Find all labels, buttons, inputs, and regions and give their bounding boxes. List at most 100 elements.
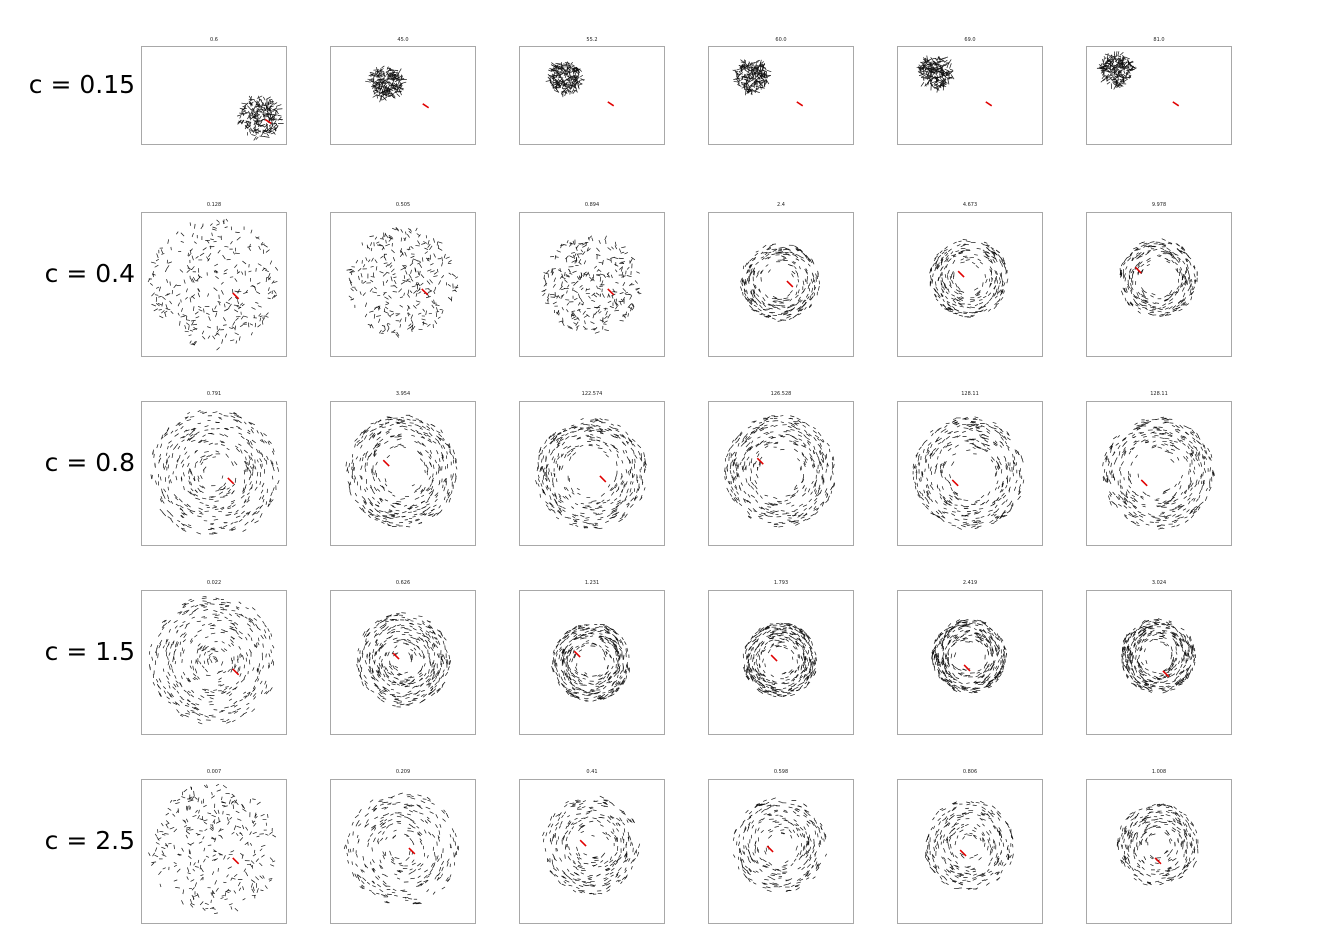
- agent-mark: [242, 110, 246, 113]
- agent-mark: [390, 276, 393, 282]
- agent-mark: [1103, 56, 1107, 60]
- agent-mark: [558, 295, 561, 299]
- agent-mark: [545, 501, 549, 505]
- agent-mark: [259, 124, 265, 128]
- agent-mark: [253, 129, 256, 134]
- agent-mark: [1159, 314, 1163, 316]
- agent-mark: [240, 435, 245, 440]
- agent-mark: [611, 295, 614, 299]
- agent-mark: [958, 296, 963, 300]
- agent-mark: [418, 484, 422, 490]
- agent-mark: [797, 515, 801, 518]
- agent-mark: [423, 509, 427, 513]
- agent-mark: [751, 88, 756, 93]
- agent-mark: [267, 127, 271, 131]
- agents-plot: [916, 55, 993, 107]
- agent-mark: [754, 300, 758, 306]
- agent-mark: [732, 462, 734, 466]
- agent-mark: [389, 264, 393, 268]
- agent-mark: [741, 458, 744, 462]
- agent-mark: [373, 452, 376, 457]
- agent-mark: [392, 291, 398, 293]
- agent-mark: [753, 510, 758, 513]
- agent-mark: [958, 314, 963, 317]
- agent-mark: [1120, 59, 1124, 64]
- agent-mark: [570, 62, 573, 65]
- agent-mark: [751, 293, 754, 298]
- agent-mark: [266, 115, 270, 118]
- agent-mark: [606, 514, 611, 517]
- agent-mark: [382, 272, 387, 277]
- agent-mark: [398, 288, 403, 293]
- agent-mark: [1137, 263, 1140, 267]
- agent-mark: [390, 88, 394, 90]
- agent-mark: [377, 442, 381, 446]
- agent-mark: [643, 463, 647, 469]
- agent-mark: [556, 250, 561, 253]
- agent-mark: [372, 428, 377, 431]
- agent-mark: [988, 249, 993, 253]
- agent-mark: [607, 428, 611, 430]
- agent-mark: [564, 90, 567, 97]
- agent-mark: [234, 309, 239, 313]
- panel-title: 0.791: [206, 391, 222, 397]
- agents-plot: [1119, 238, 1198, 317]
- agent-mark: [793, 426, 797, 429]
- agent-mark: [749, 263, 753, 268]
- agent-mark: [186, 265, 190, 269]
- agent-mark: [631, 303, 635, 308]
- agent-mark: [812, 464, 815, 468]
- agent-mark: [572, 69, 577, 71]
- agent-mark: [563, 429, 568, 433]
- agent-mark: [151, 261, 156, 264]
- agent-mark: [180, 232, 185, 237]
- agent-mark: [937, 86, 940, 91]
- agent-mark: [232, 413, 237, 415]
- agent-mark: [1166, 247, 1171, 251]
- agent-mark: [195, 497, 201, 500]
- agent-mark: [785, 433, 790, 436]
- agent-mark: [944, 274, 947, 279]
- agent-mark: [582, 521, 588, 524]
- agent-mark: [403, 275, 406, 279]
- agent-mark: [614, 263, 619, 267]
- agent-mark: [219, 440, 224, 443]
- agent-mark: [591, 277, 595, 282]
- agent-mark: [764, 445, 769, 449]
- agent-mark: [358, 275, 360, 281]
- agent-mark: [260, 109, 265, 112]
- agent-mark: [417, 260, 421, 262]
- agent-mark: [1130, 286, 1134, 290]
- agent-mark: [599, 293, 602, 297]
- agent-mark: [270, 491, 273, 497]
- agent-mark: [764, 502, 770, 505]
- agents-plot: [346, 227, 459, 338]
- agent-mark: [1152, 302, 1156, 305]
- agent-mark: [816, 492, 821, 497]
- agent-mark: [218, 416, 222, 419]
- agent-mark: [272, 466, 275, 472]
- agent-mark: [385, 89, 389, 93]
- agent-mark: [255, 128, 260, 131]
- agent-mark: [395, 71, 399, 77]
- agent-mark: [400, 81, 407, 85]
- agent-mark: [768, 303, 773, 306]
- agent-mark: [263, 433, 267, 437]
- agent-mark: [351, 473, 353, 478]
- agent-mark: [255, 480, 258, 484]
- agent-mark: [1106, 59, 1110, 65]
- agents-plot: [541, 235, 642, 334]
- agent-mark: [573, 313, 577, 318]
- agent-mark: [953, 312, 958, 315]
- agent-mark: [759, 304, 763, 309]
- agent-mark: [187, 252, 189, 257]
- agent-mark: [617, 435, 621, 439]
- agent-mark: [786, 502, 791, 505]
- agent-mark: [347, 468, 349, 474]
- agent-mark: [810, 491, 813, 495]
- agent-mark: [733, 497, 737, 502]
- agent-mark: [271, 100, 273, 104]
- agent-mark: [1158, 254, 1162, 257]
- agent-mark: [542, 292, 546, 297]
- agent-mark: [758, 72, 760, 76]
